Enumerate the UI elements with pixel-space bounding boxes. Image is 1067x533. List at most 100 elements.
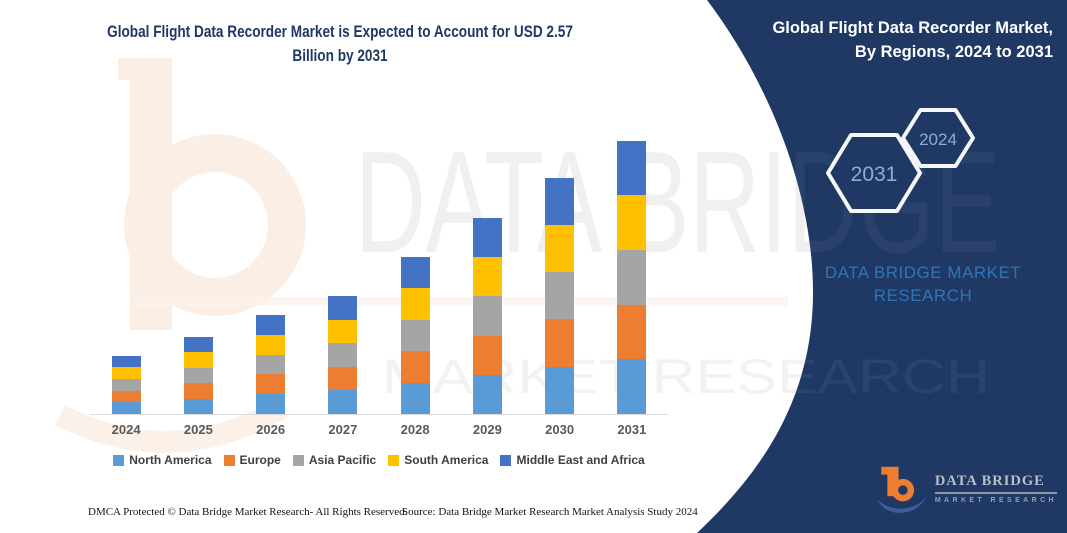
bar-column — [235, 95, 307, 414]
stacked-bar-2031 — [617, 140, 647, 414]
bar-segment — [111, 390, 141, 403]
brand-wordmark: DATA BRIDGE MARKET RESEARCH — [818, 261, 1028, 307]
bar-segment — [111, 355, 141, 368]
bar-segment — [111, 367, 141, 379]
logo-title: DATA BRIDGE — [934, 473, 1057, 494]
legend-marker — [113, 454, 125, 466]
bar-segment — [328, 366, 358, 391]
bar-segment — [617, 249, 647, 305]
bar-segment — [545, 224, 575, 273]
bar-segment — [617, 140, 647, 196]
legend-item: North America — [113, 453, 212, 467]
x-axis-line — [90, 414, 668, 415]
bar-column — [524, 95, 596, 414]
bar-segment — [400, 256, 430, 288]
bar-segment — [328, 319, 358, 344]
dbmr-b-watermark-shape — [54, 58, 788, 453]
bar-segment — [400, 319, 430, 351]
bar-segment — [256, 315, 286, 335]
bar-segment — [617, 359, 647, 414]
bar-segment — [328, 296, 358, 320]
bar-segment — [617, 304, 647, 360]
panel-title: Global Flight Data Recorder Market, By R… — [723, 16, 1053, 64]
hexagon-2031-label: 2031 — [851, 163, 898, 186]
hexagon-2024 — [901, 108, 975, 168]
bar-column — [90, 95, 162, 414]
bar-column — [451, 95, 523, 414]
logo-b-bowl-hole — [898, 485, 908, 495]
bar-segment — [256, 354, 286, 375]
stacked-bar-2026 — [256, 315, 286, 414]
bar-segment — [400, 382, 430, 414]
bar-segment — [183, 336, 213, 352]
legend-label: Asia Pacific — [308, 453, 377, 467]
bar-segment — [183, 367, 213, 383]
dmca-notice: DMCA Protected © Data Bridge Market Rese… — [88, 506, 408, 518]
legend-marker — [388, 454, 400, 466]
bar-column — [596, 95, 668, 414]
legend-label: Europe — [239, 453, 281, 467]
bar-segment — [400, 288, 430, 320]
bar-segment — [472, 218, 502, 258]
brand-wordmark-line1: DATA BRIDGE MARKET — [824, 263, 1022, 282]
navy-panel-shape — [697, 0, 1067, 533]
x-tick-label: 2025 — [183, 422, 213, 437]
bar-segment — [111, 402, 141, 414]
bar-segment — [328, 390, 358, 414]
bar-segment — [545, 272, 575, 320]
bar-segment — [472, 257, 502, 297]
bar-segment — [400, 351, 430, 383]
company-logo-icon — [877, 466, 927, 513]
x-tick-label: 2026 — [256, 422, 286, 437]
stacked-bar-2028 — [400, 256, 430, 414]
chart-title: Global Flight Data Recorder Market is Ex… — [100, 20, 580, 68]
bar-segment — [328, 343, 358, 367]
bar-segment — [183, 398, 213, 414]
chart-title-line1: Global Flight Data Recorder Market is Ex… — [107, 22, 573, 41]
x-tick-label: 2024 — [111, 422, 141, 437]
legend-item: Asia Pacific — [292, 453, 377, 467]
company-logo: DATA BRIDGE MARKET RESEARCH — [877, 461, 1057, 523]
plot-area — [90, 95, 668, 414]
bar-segment — [545, 319, 575, 367]
panel-title-line1: Global Flight Data Recorder Market, — [772, 19, 1053, 37]
logo-subtitle: MARKET RESEARCH — [934, 497, 1057, 504]
bar-segment — [545, 366, 575, 414]
brand-wordmark-line2: RESEARCH — [873, 286, 973, 305]
bar-segment — [183, 352, 213, 368]
x-tick-label: 2031 — [617, 422, 647, 437]
x-tick-label: 2029 — [472, 422, 502, 437]
panel-title-line2: By Regions, 2024 to 2031 — [854, 43, 1053, 61]
x-tick-label: 2028 — [400, 422, 430, 437]
legend-marker — [223, 454, 235, 466]
chart-title-line2: Billion by 2031 — [292, 46, 388, 65]
stacked-bar-2025 — [183, 336, 213, 414]
legend-item: Middle East and Africa — [500, 453, 645, 467]
bar-column — [307, 95, 379, 414]
legend-marker — [500, 454, 512, 466]
bar-segment — [183, 383, 213, 399]
bar-segment — [545, 177, 575, 225]
bar-column — [379, 95, 451, 414]
legend-marker — [292, 454, 304, 466]
bar-segment — [472, 374, 502, 414]
x-tick-label: 2030 — [545, 422, 575, 437]
chart-legend: North America Europe Asia Pacific South Ame… — [90, 453, 668, 467]
legend-label: South America — [404, 453, 489, 467]
x-tick-label: 2027 — [328, 422, 358, 437]
bar-segment — [256, 394, 286, 414]
bar-segment — [256, 374, 286, 395]
bar-segment — [472, 296, 502, 336]
bar-column — [162, 95, 234, 414]
year-hexagons: 2031 2024 — [826, 108, 975, 213]
logo-b-flag — [881, 466, 893, 475]
legend-label: North America — [129, 453, 212, 467]
x-axis-labels: 2024 2025 2026 2027 2028 2029 2030 2031 — [90, 422, 668, 437]
legend-item: Europe — [223, 453, 281, 467]
logo-b-stem — [887, 466, 899, 497]
hexagon-2031 — [826, 133, 922, 213]
source-note: Source: Data Bridge Market Research Mark… — [402, 506, 698, 518]
stacked-bar-2024 — [111, 355, 141, 414]
stacked-bar-2029 — [472, 218, 502, 414]
